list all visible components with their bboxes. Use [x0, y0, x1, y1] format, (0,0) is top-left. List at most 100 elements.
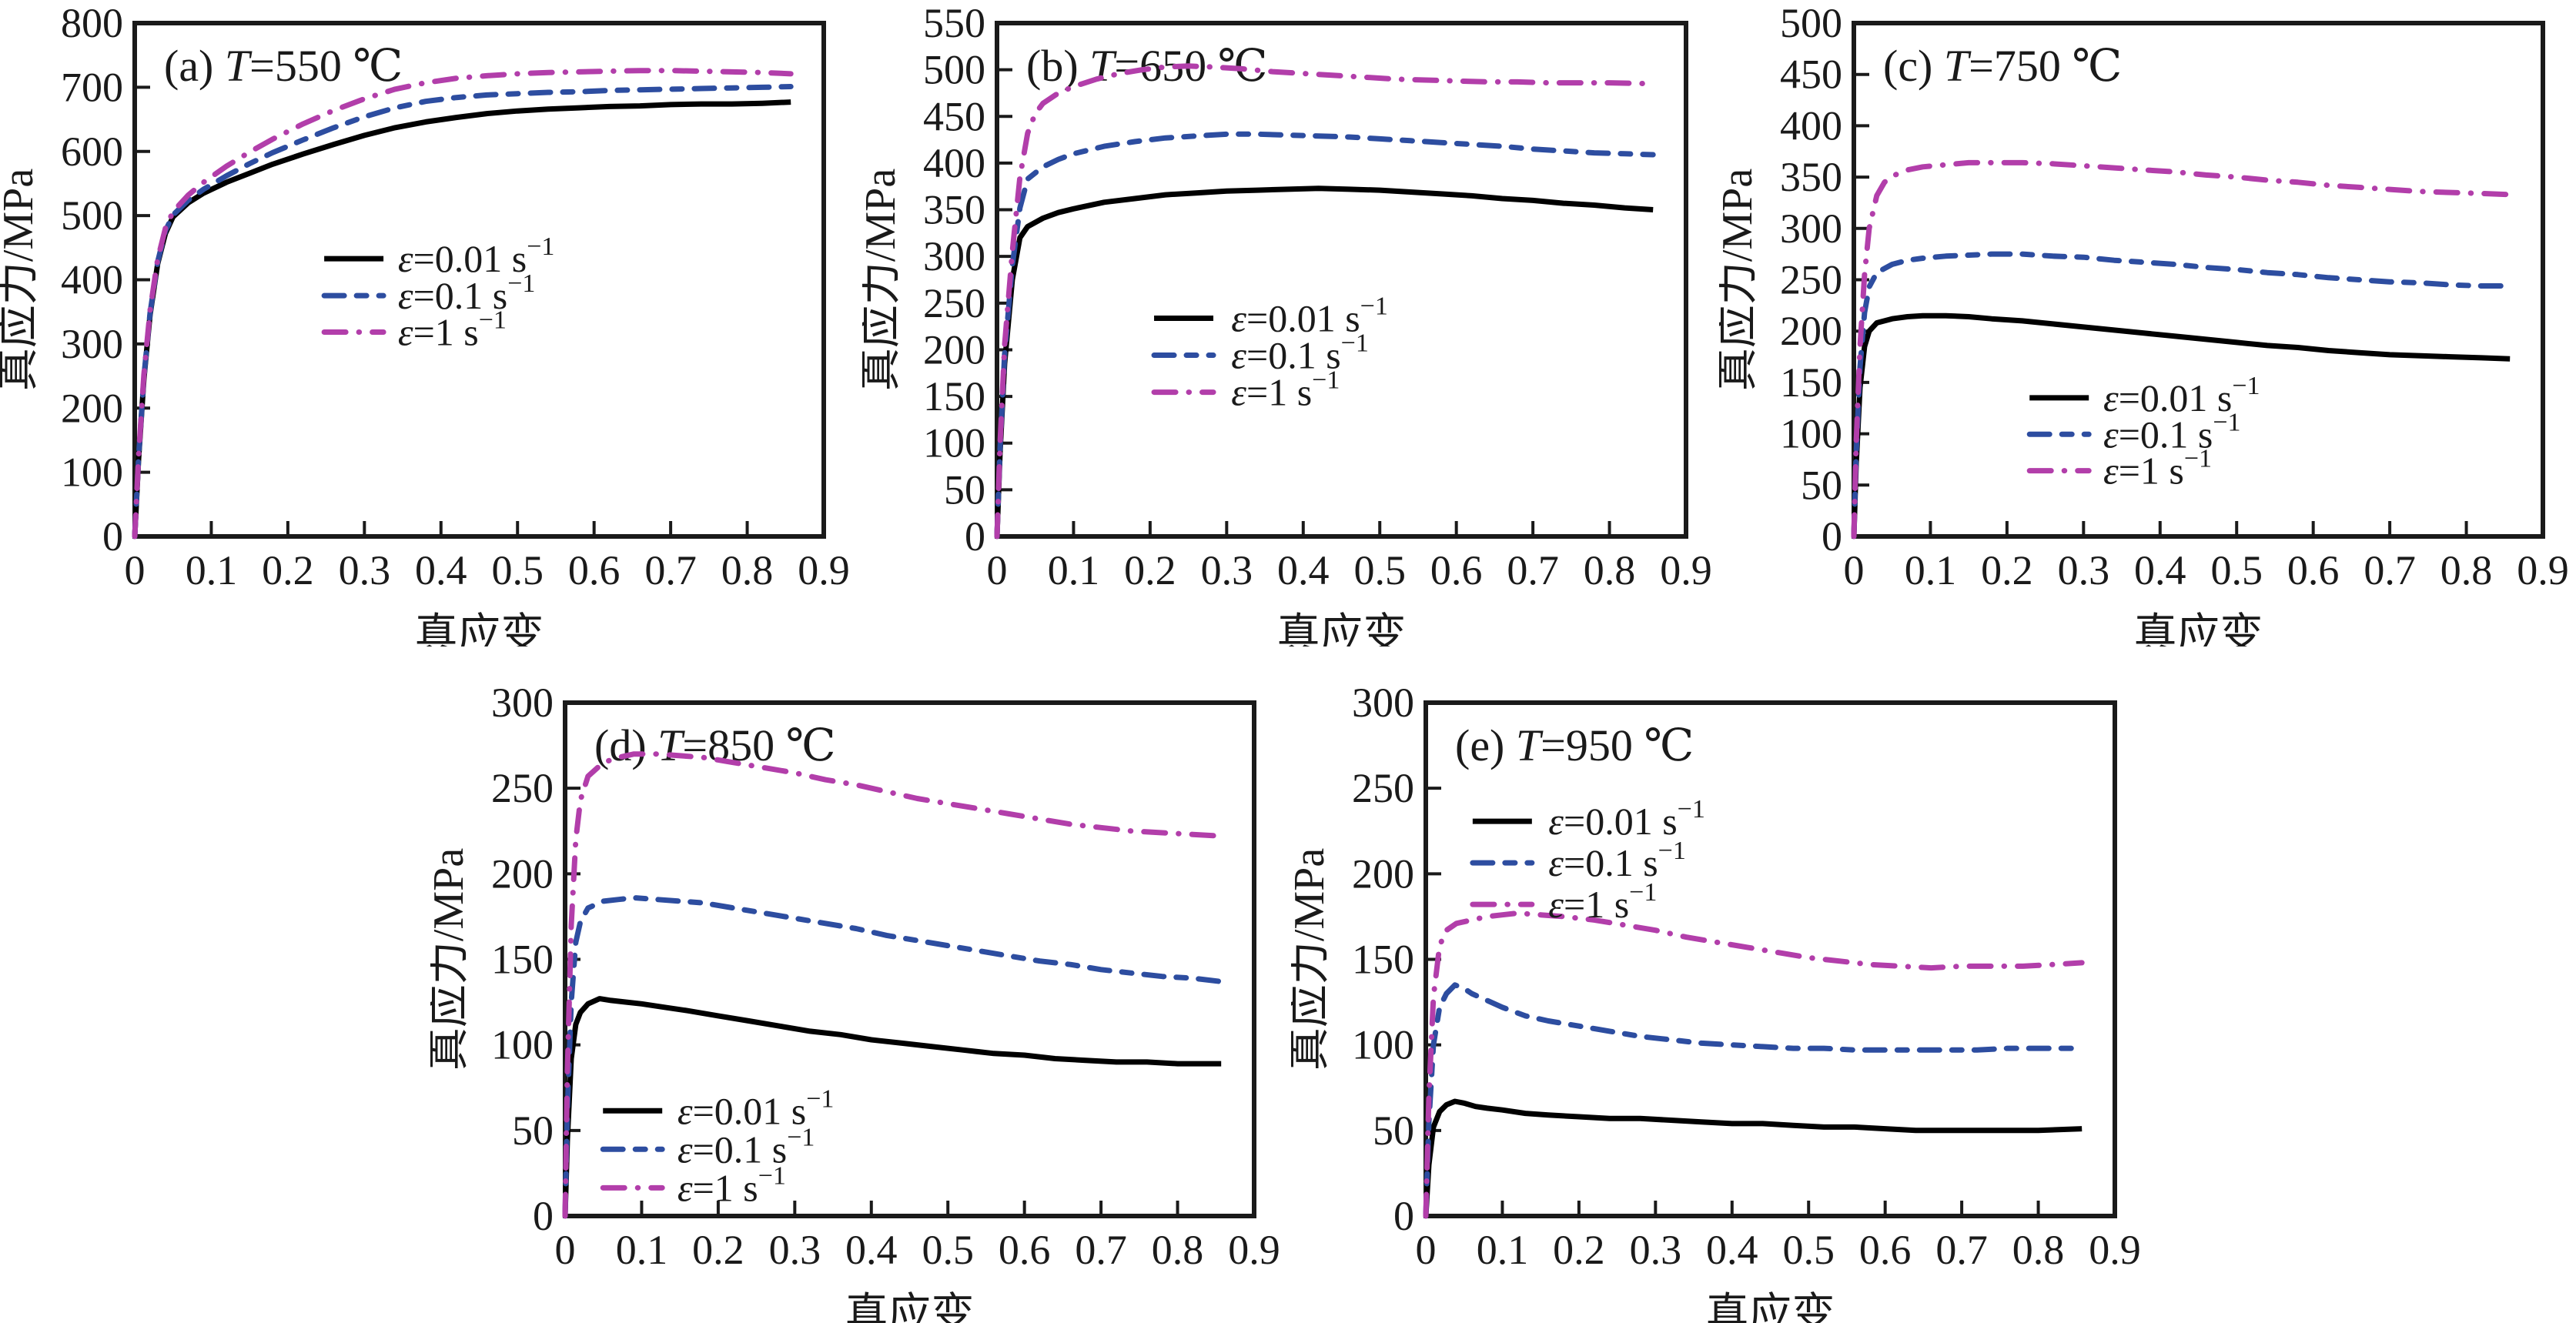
y-tick-label: 450: [923, 93, 985, 139]
y-tick-label: 200: [491, 850, 554, 897]
y-tick-label: 500: [923, 47, 985, 93]
plot-frame: [1423, 700, 2117, 1218]
x-tick-label: 0.9: [798, 547, 850, 593]
x-tick-label: 0.8: [1152, 1227, 1204, 1273]
x-axis-title: 真应变: [415, 611, 544, 646]
y-tick-label: 50: [944, 466, 985, 513]
y-tick-label: 700: [61, 64, 123, 110]
y-tick-label: 0: [1393, 1193, 1414, 1239]
series-curve-blue: [132, 84, 794, 540]
series-curve-black: [994, 185, 1654, 537]
series-curve-black: [1423, 1098, 2083, 1217]
legend-label: ε=0.1 s−1: [1548, 837, 1686, 884]
x-tick-label: 0.9: [1660, 547, 1712, 593]
legend-label: ε=0.01 s−1: [1231, 292, 1388, 340]
y-tick-label: 400: [1780, 102, 1842, 149]
y-tick-label: 300: [1352, 680, 1414, 726]
x-tick-label: 0.5: [922, 1227, 974, 1273]
y-tick-label: 100: [923, 420, 985, 466]
chart-d: 0 50 100 150 200 250 300 0 0.1 0.2 0.3 0.4 0.5 0.6 0.7…: [430, 680, 1293, 1323]
y-tick-label: 100: [1352, 1022, 1414, 1068]
y-tick-label: 350: [923, 187, 985, 233]
x-tick-label: 0.1: [186, 547, 238, 593]
y-tick-label: 50: [1801, 462, 1842, 508]
x-tick-label: 0.7: [1507, 547, 1559, 593]
legend-label: ε=1 s−1: [398, 306, 507, 354]
legend-label: ε=1 s−1: [1231, 366, 1340, 414]
y-tick-label: 200: [1352, 850, 1414, 897]
y-tick-label: 250: [923, 280, 985, 326]
y-tick-label: 350: [1780, 154, 1842, 200]
x-tick-label: 0.5: [2210, 547, 2263, 593]
y-tick-label: 800: [61, 0, 123, 46]
y-tick-label: 600: [61, 129, 123, 175]
legend-label: ε=1 s−1: [2103, 445, 2212, 493]
y-tick-label: 200: [1780, 308, 1842, 354]
y-tick-label: 0: [102, 513, 123, 560]
chart-a: 0 100 200 300 400 500 600 700 800 0 0.1 0.2 0.3 0.4 0.…: [0, 0, 862, 646]
y-tick-label: 150: [923, 373, 985, 419]
x-tick-label: 0.4: [2134, 547, 2186, 593]
legend-label: ε=0.1 s−1: [2103, 408, 2241, 456]
y-tick-label: 100: [1780, 411, 1842, 457]
y-tick-label: 300: [923, 233, 985, 279]
y-tick-label: 150: [491, 937, 554, 983]
x-tick-label: 0.9: [2089, 1227, 2141, 1273]
y-axis-title: 真应力/MPa: [862, 169, 905, 391]
y-axis-title: 真应力/MPa: [1719, 169, 1761, 391]
subplot-title: (a) T=550 ℃: [164, 41, 403, 91]
legend-label: ε=0.1 s−1: [677, 1123, 815, 1171]
x-tick-label: 0.5: [491, 547, 544, 593]
y-tick-label: 450: [1780, 52, 1842, 98]
series-curve-blue: [562, 895, 1224, 1219]
series-curve-blue: [994, 131, 1656, 540]
x-tick-label: 0: [987, 547, 1008, 593]
y-axis-title: 真应力/MPa: [430, 848, 473, 1071]
legend-label: ε=0.1 s−1: [398, 269, 536, 317]
y-axis-title: 真应力/MPa: [1291, 848, 1333, 1071]
x-tick-label: 0: [1416, 1227, 1437, 1273]
x-tick-label: 0.6: [1430, 547, 1483, 593]
x-tick-label: 0.6: [568, 547, 621, 593]
y-tick-label: 400: [923, 140, 985, 186]
x-tick-label: 0.7: [2364, 547, 2416, 593]
legend-label: ε=0.01 s−1: [398, 232, 555, 280]
y-tick-label: 50: [1373, 1108, 1414, 1154]
x-tick-label: 0.3: [1201, 547, 1253, 593]
y-tick-label: 250: [1780, 257, 1842, 303]
legend-label: ε=0.01 s−1: [677, 1084, 835, 1132]
x-tick-label: 0.5: [1353, 547, 1406, 593]
x-tick-label: 0.4: [1277, 547, 1330, 593]
plot-frame: [995, 21, 1688, 539]
x-tick-label: 0.2: [1553, 1227, 1605, 1273]
series-curve-black: [562, 996, 1222, 1217]
y-tick-label: 200: [61, 385, 123, 431]
x-tick-label: 0.5: [1782, 1227, 1835, 1273]
y-axis-title: 真应力/MPa: [0, 169, 42, 391]
y-tick-label: 250: [1352, 765, 1414, 811]
x-tick-label: 0.9: [1228, 1227, 1280, 1273]
series-curve-purple: [562, 751, 1224, 1219]
x-tick-label: 0.1: [1477, 1227, 1529, 1273]
subplot-e-svg: 0 50 100 150 200 250 300 0 0.1 0.2 0.3 0.4 0.5 0.6 0.7…: [1291, 680, 2141, 1323]
plot-frame: [563, 700, 1256, 1218]
legend-label: ε=1 s−1: [1548, 878, 1657, 926]
y-tick-label: 300: [491, 680, 554, 726]
x-tick-label: 0.7: [644, 547, 697, 593]
chart-e: 0 50 100 150 200 250 300 0 0.1 0.2 0.3 0.4 0.5 0.6 0.7…: [1291, 680, 2153, 1323]
subplot-title: (e) T=950 ℃: [1455, 720, 1694, 770]
x-tick-label: 0.8: [721, 547, 774, 593]
series-curve-purple: [1851, 159, 2513, 540]
x-tick-label: 0.9: [2517, 547, 2569, 593]
legend-label: ε=0.01 s−1: [2103, 372, 2260, 419]
subplot-d-svg: 0 50 100 150 200 250 300 0 0.1 0.2 0.3 0.4 0.5 0.6 0.7…: [430, 680, 1280, 1323]
series-curve-purple: [132, 68, 794, 540]
x-tick-label: 0: [555, 1227, 576, 1273]
y-tick-label: 400: [61, 257, 123, 303]
x-tick-label: 0.2: [692, 1227, 744, 1273]
y-tick-label: 0: [1822, 513, 1842, 560]
x-tick-label: 0.8: [2012, 1227, 2065, 1273]
x-tick-label: 0.3: [769, 1227, 821, 1273]
